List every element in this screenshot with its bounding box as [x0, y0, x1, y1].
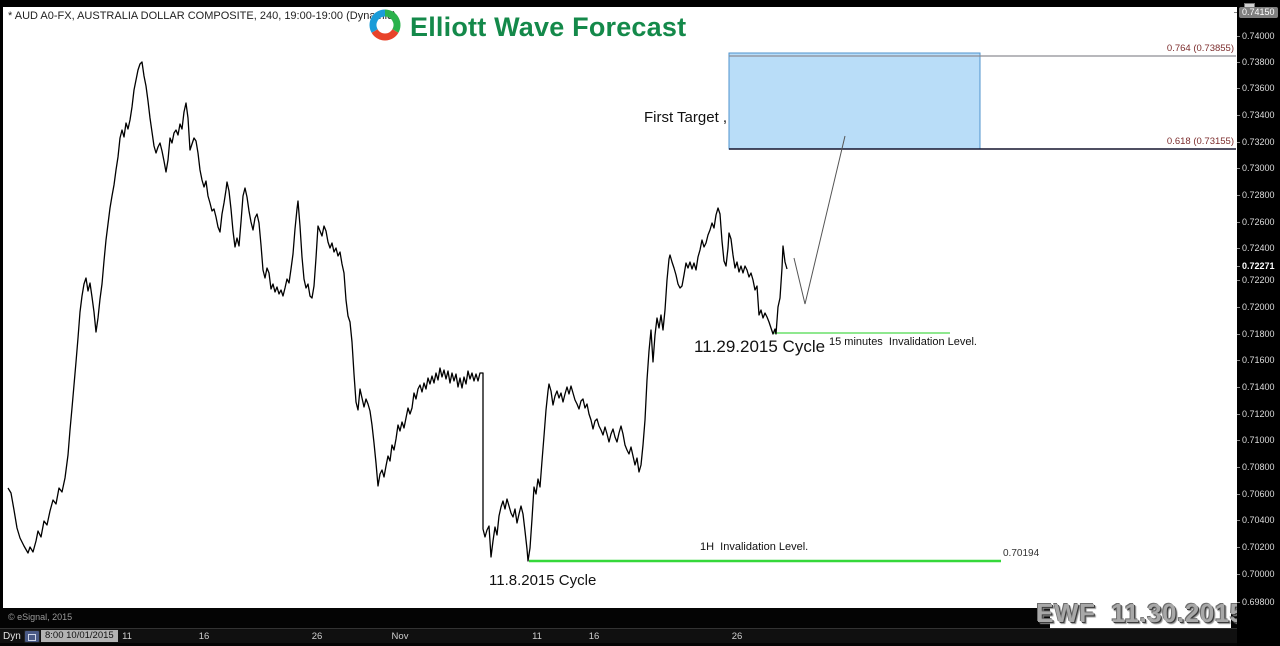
- y-axis-label: 0.72600: [1237, 217, 1275, 227]
- x-axis-label: 16: [588, 631, 600, 642]
- ewf-date-watermark: EWF 11.30.2015: [1036, 595, 1244, 631]
- cycle-11-29-label: 11.29.2015 Cycle: [694, 337, 826, 356]
- target-zone-box: [728, 52, 981, 150]
- first-target-label: First Target ,: [644, 109, 728, 126]
- x-axis-label: 11: [122, 631, 132, 642]
- y-axis-label: 0.72200: [1237, 275, 1275, 285]
- y-axis-label: 0.70800: [1237, 462, 1275, 472]
- x-axis-label: 16: [198, 631, 210, 642]
- y-axis-label: 0.70600: [1237, 489, 1275, 499]
- invalidation-1h-value: 0.70194: [1003, 548, 1040, 559]
- cycle-11-8-label: 11.8.2015 Cycle: [489, 572, 597, 589]
- y-axis-label: 0.70400: [1237, 515, 1275, 525]
- x-axis-label: Nov: [391, 631, 409, 642]
- y-axis-label: 0.71400: [1237, 382, 1275, 392]
- invalidation-15m-label: 15 minutes Invalidation Level.: [829, 336, 977, 348]
- y-axis-label: 0.71000: [1237, 435, 1275, 445]
- invalidation-1h-label: 1H Invalidation Level.: [700, 541, 809, 553]
- ewf-logo-text: Elliott Wave Forecast: [410, 12, 687, 42]
- y-axis-label: 0.72000: [1237, 302, 1275, 312]
- y-axis-label: 0.74150: [1234, 7, 1278, 18]
- x-axis-label: 26: [731, 631, 743, 642]
- price-axis[interactable]: 0.74150 0.74000 0.73800 0.73600 0.73400 0.732…: [1234, 0, 1280, 646]
- y-axis-label: 0.73400: [1237, 110, 1275, 120]
- y-axis-label: 0.73600: [1237, 83, 1275, 93]
- lock-icon[interactable]: [24, 630, 40, 643]
- window-top-border: [0, 0, 1280, 7]
- y-axis-label: 0.69800: [1237, 597, 1275, 607]
- fib-618-label: 0.618 (0.73155): [1166, 136, 1234, 147]
- y-axis-label: 0.70200: [1237, 542, 1275, 552]
- y-axis-label: 0.72271: [1237, 261, 1275, 271]
- y-axis-label: 0.71200: [1237, 409, 1275, 419]
- y-axis-label: 0.71600: [1237, 355, 1275, 365]
- y-axis-label: 0.71800: [1237, 329, 1275, 339]
- ewf-logo: Elliott Wave Forecast: [366, 6, 686, 49]
- fib-764-label: 0.764 (0.73855): [1166, 43, 1234, 54]
- time-axis[interactable]: Dyn 8:00 10/01/2015 11 16 26 Nov 11 16 26: [0, 628, 1280, 643]
- dynamic-mode-indicator[interactable]: Dyn: [3, 631, 21, 642]
- projection-arrow: [793, 135, 846, 305]
- symbol-title: * AUD A0-FX, AUSTRALIA DOLLAR COMPOSITE,…: [8, 10, 397, 22]
- y-axis-label: 0.73000: [1237, 163, 1275, 173]
- esignal-copyright: © eSignal, 2015: [8, 612, 73, 622]
- x-axis-label: 11: [532, 631, 542, 642]
- y-axis-label: 0.70000: [1237, 569, 1275, 579]
- y-axis-label: 0.74000: [1237, 31, 1275, 41]
- ewf-logo-icon: [366, 6, 404, 49]
- y-axis-label: 0.73200: [1237, 137, 1275, 147]
- y-axis-label: 0.72800: [1237, 190, 1275, 200]
- x-axis-label: 26: [311, 631, 323, 642]
- price-line: [7, 61, 788, 562]
- window-left-border: [0, 0, 3, 646]
- y-axis-label: 0.72400: [1237, 243, 1275, 253]
- y-axis-label: 0.73800: [1237, 57, 1275, 67]
- session-start-badge[interactable]: 8:00 10/01/2015: [41, 630, 118, 642]
